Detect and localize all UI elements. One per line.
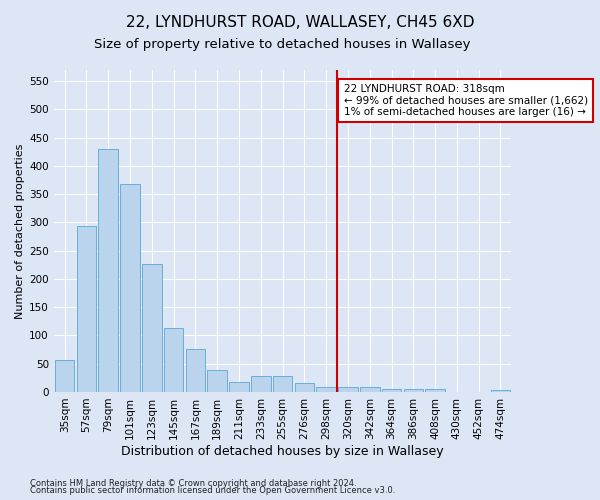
Bar xyxy=(491,390,510,392)
Bar xyxy=(295,384,314,392)
Bar xyxy=(360,388,380,392)
Bar xyxy=(55,360,74,392)
Bar xyxy=(338,387,358,392)
Bar xyxy=(98,149,118,392)
Bar xyxy=(164,328,184,392)
Bar xyxy=(273,376,292,392)
Bar xyxy=(316,388,336,392)
Bar xyxy=(425,389,445,392)
Bar xyxy=(208,370,227,392)
Text: Contains public sector information licensed under the Open Government Licence v3: Contains public sector information licen… xyxy=(30,486,395,495)
Bar xyxy=(229,382,249,392)
Text: 22 LYNDHURST ROAD: 318sqm
← 99% of detached houses are smaller (1,662)
1% of sem: 22 LYNDHURST ROAD: 318sqm ← 99% of detac… xyxy=(344,84,588,117)
Title: Size of property relative to detached houses in Wallasey: Size of property relative to detached ho… xyxy=(94,38,471,51)
Text: 22, LYNDHURST ROAD, WALLASEY, CH45 6XD: 22, LYNDHURST ROAD, WALLASEY, CH45 6XD xyxy=(126,15,474,30)
Y-axis label: Number of detached properties: Number of detached properties xyxy=(15,143,25,318)
Bar xyxy=(382,389,401,392)
Bar xyxy=(251,376,271,392)
Bar xyxy=(77,226,96,392)
X-axis label: Distribution of detached houses by size in Wallasey: Distribution of detached houses by size … xyxy=(121,444,444,458)
Text: Contains HM Land Registry data © Crown copyright and database right 2024.: Contains HM Land Registry data © Crown c… xyxy=(30,478,356,488)
Bar xyxy=(185,349,205,392)
Bar xyxy=(142,264,161,392)
Bar xyxy=(404,389,423,392)
Bar xyxy=(120,184,140,392)
